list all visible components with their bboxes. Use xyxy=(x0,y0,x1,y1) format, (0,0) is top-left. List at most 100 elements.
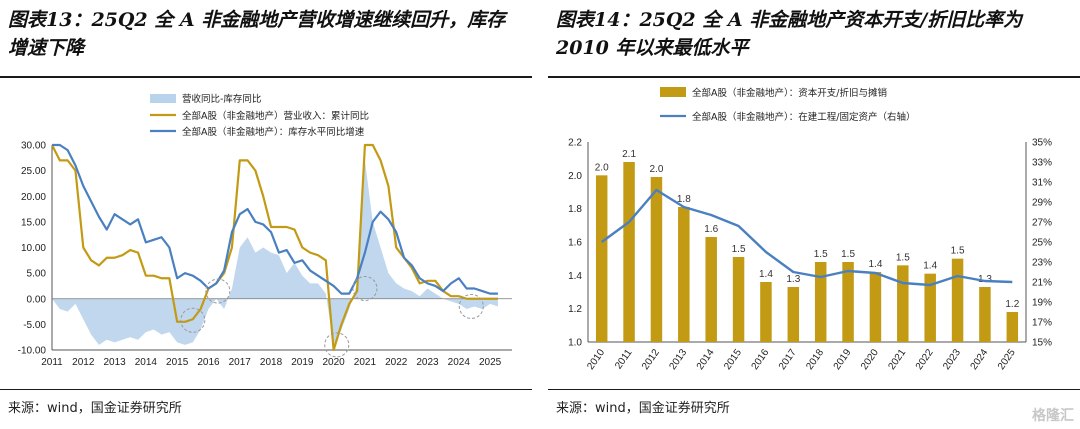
series-line-construction-ratio xyxy=(600,188,1013,287)
x-tick-label: 2022 xyxy=(914,347,936,372)
y-tick-label: 1.6 xyxy=(568,238,582,249)
y2-tick-label: 33% xyxy=(1032,158,1052,169)
x-tick-label: 2020 xyxy=(859,347,881,372)
bar-data-label: 2.0 xyxy=(595,162,609,173)
y-tick-label: 1.0 xyxy=(568,338,582,349)
legend-label-revenue: 全部A股（非金融地产）营业收入：累计同比 xyxy=(182,110,369,122)
legend-label-inventory: 全部A股（非金融地产）：库存水平同比增速 xyxy=(182,126,365,138)
x-tick-label: 2012 xyxy=(72,357,95,368)
right-panel: 图表14：25Q2 全 A 非金融地产资本开支/折旧比率为 2010 年以来最低… xyxy=(548,0,1080,429)
bar-capex xyxy=(979,287,991,342)
dashed-circle-2015 xyxy=(180,307,206,333)
y2-tick-label: 21% xyxy=(1032,278,1052,289)
x-tick-label: 2023 xyxy=(941,347,963,372)
x-tick-label: 2013 xyxy=(667,347,689,372)
dashed-circle-2020 xyxy=(324,332,350,358)
bar-capex xyxy=(732,257,745,342)
x-tick-label: 2021 xyxy=(886,347,908,372)
bar-capex xyxy=(869,272,882,342)
y-tick-label: 5.00 xyxy=(27,269,47,280)
y-tick-label: 10.00 xyxy=(21,243,46,254)
y-tick-label: 25.00 xyxy=(21,166,46,177)
x-tick-label: 2014 xyxy=(135,357,158,368)
y-tick-label: 15.00 xyxy=(21,217,46,228)
x-tick-label: 2025 xyxy=(996,347,1018,372)
y2-tick-label: 35% xyxy=(1032,138,1052,149)
dashed-circle-2016 xyxy=(205,278,231,304)
bar-data-label: 1.6 xyxy=(704,224,718,235)
bar-data-label: 1.4 xyxy=(868,259,882,270)
legend-label-capex: 全部A股（非金融地产）：资本开支/折旧与摊销 xyxy=(692,87,887,99)
x-tick-label: 2022 xyxy=(385,357,408,368)
x-tick-label: 2016 xyxy=(750,347,772,372)
x-tick-label: 2014 xyxy=(695,347,717,372)
bar-capex xyxy=(705,237,717,342)
bar-data-label: 1.5 xyxy=(732,244,746,255)
y2-tick-label: 17% xyxy=(1032,318,1052,329)
bar-capex xyxy=(760,282,772,342)
x-tick-label: 2015 xyxy=(722,347,744,372)
legend-label-area: 营收同比-库存同比 xyxy=(182,93,261,105)
x-tick-label: 2018 xyxy=(804,347,826,372)
x-tick-label: 2017 xyxy=(777,347,799,372)
x-tick-label: 2017 xyxy=(229,357,252,368)
legend-swatch-capex xyxy=(660,87,686,97)
left-chart-title: 图表13：25Q2 全 A 非金融地产营收增速继续回升，库存增速下降 xyxy=(8,9,506,59)
bar-capex xyxy=(951,258,964,342)
bar-data-label: 1.5 xyxy=(896,252,910,263)
left-chart: 营收同比-库存同比全部A股（非金融地产）营业收入：累计同比全部A股（非金融地产）… xyxy=(18,93,512,368)
bar-data-label: 1.5 xyxy=(814,249,828,260)
y2-tick-label: 19% xyxy=(1032,298,1052,309)
y2-tick-label: 27% xyxy=(1032,218,1052,229)
bar-capex xyxy=(678,207,690,342)
bar-capex xyxy=(842,262,854,342)
dashed-circle-2024 xyxy=(458,293,484,319)
x-tick-label: 2011 xyxy=(613,347,635,371)
bar-data-label: 2.0 xyxy=(649,164,663,175)
bar-data-label: 1.4 xyxy=(923,261,937,272)
bar-data-label: 1.8 xyxy=(677,194,691,205)
y2-tick-label: 31% xyxy=(1032,178,1052,189)
right-chart: 全部A股（非金融地产）：资本开支/折旧与摊销全部A股（非金融地产）：在建工程/固… xyxy=(568,87,1052,372)
bar-capex xyxy=(924,273,936,342)
y2-tick-label: 15% xyxy=(1032,338,1052,349)
dashed-circle-2021 xyxy=(352,276,378,301)
legend-swatch-area xyxy=(150,94,176,103)
y-tick-label: 1.8 xyxy=(568,204,582,215)
bar-data-label: 1.5 xyxy=(951,246,965,257)
x-tick-label: 2016 xyxy=(197,357,220,368)
x-tick-label: 2011 xyxy=(41,357,63,368)
right-source-note: 来源：wind，国金证券研究所 xyxy=(556,401,730,416)
bar-data-label: 1.2 xyxy=(1005,299,1019,310)
left-source-rule xyxy=(0,389,532,390)
left-panel: 图表13：25Q2 全 A 非金融地产营收增速继续回升，库存增速下降 营收同比-… xyxy=(0,0,532,429)
bar-data-label: 1.4 xyxy=(759,269,773,280)
bar-capex xyxy=(623,162,635,342)
x-tick-label: 2019 xyxy=(832,347,854,372)
series-line-inventory-yoy xyxy=(52,143,498,295)
bar-data-label: 1.3 xyxy=(978,274,992,285)
bar-data-label: 1.5 xyxy=(841,249,855,260)
bar-capex xyxy=(1006,312,1019,342)
x-tick-label: 2021 xyxy=(354,357,377,368)
y-tick-label: 2.2 xyxy=(568,138,582,149)
y2-tick-label: 23% xyxy=(1032,258,1052,269)
y-tick-label: -10.00 xyxy=(18,346,47,357)
x-tick-label: 2023 xyxy=(416,357,439,368)
y-tick-label: 0.00 xyxy=(27,294,47,305)
y-tick-label: 2.0 xyxy=(568,171,582,182)
right-chart-title: 图表14：25Q2 全 A 非金融地产资本开支/折旧比率为 2010 年以来最低… xyxy=(556,9,1023,59)
x-tick-label: 2019 xyxy=(291,357,314,368)
y2-tick-label: 29% xyxy=(1032,198,1052,209)
x-tick-label: 2013 xyxy=(103,357,126,368)
y-tick-label: 20.00 xyxy=(21,192,46,203)
right-source-rule xyxy=(548,389,1080,390)
y-tick-label: -5.00 xyxy=(23,320,46,331)
x-tick-label: 2025 xyxy=(479,357,502,368)
bar-capex xyxy=(897,265,909,342)
x-tick-label: 2020 xyxy=(323,357,346,368)
x-tick-label: 2010 xyxy=(585,347,607,372)
x-tick-label: 2012 xyxy=(640,347,662,372)
series-area-revenue-minus-inventory xyxy=(52,160,498,345)
bar-capex xyxy=(787,287,800,342)
